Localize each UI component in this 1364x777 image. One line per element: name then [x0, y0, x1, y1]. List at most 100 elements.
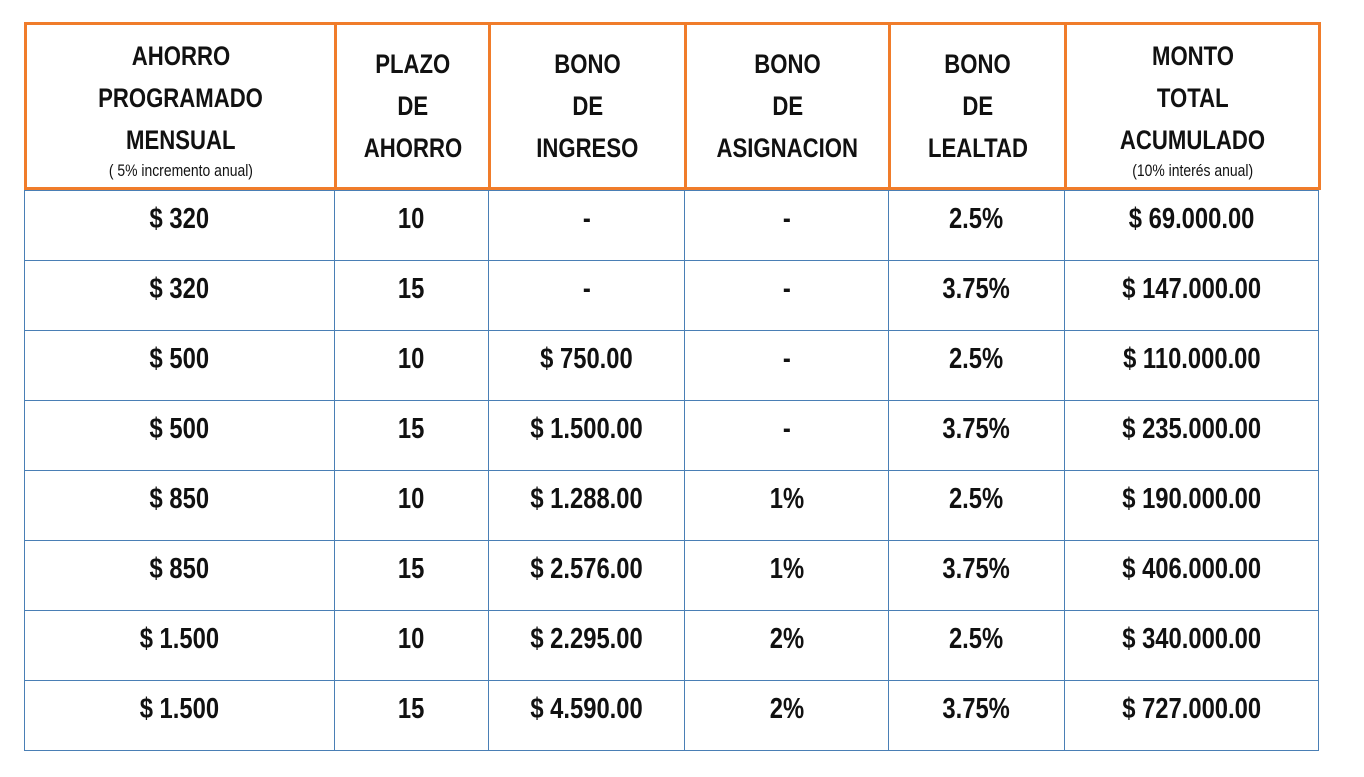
cell-text: 15: [398, 273, 425, 305]
cell-text: 1%: [769, 483, 804, 515]
table-cell: $ 320: [24, 190, 335, 261]
table-cell: $ 110.000.00: [1064, 330, 1319, 401]
table-cell: 15: [334, 540, 489, 611]
table-cell: 2.5%: [888, 190, 1065, 261]
table-cell: 10: [334, 330, 489, 401]
table-cell: $ 190.000.00: [1064, 470, 1319, 541]
header-cell: BONO DE INGRESO: [488, 22, 687, 190]
table-cell: $ 750.00: [488, 330, 685, 401]
cell-text: $ 69.000.00: [1128, 203, 1255, 235]
table-cell: -: [684, 190, 889, 261]
table-cell: 15: [334, 400, 489, 471]
table-cell: $ 69.000.00: [1064, 190, 1319, 261]
cell-text: -: [782, 203, 791, 235]
header-line: AHORRO: [131, 41, 230, 71]
cell-text: $ 850: [149, 553, 210, 585]
table-cell: -: [488, 190, 685, 261]
table-cell: 3.75%: [888, 260, 1065, 331]
header-line: PLAZO: [374, 49, 451, 79]
header-line: MENSUAL: [125, 125, 236, 155]
table-cell: -: [684, 260, 889, 331]
cell-text: $ 2.295.00: [530, 623, 643, 655]
header-line: LEALTAD: [927, 133, 1028, 163]
cell-text: 15: [398, 413, 425, 445]
header-line: PROGRAMADO: [98, 83, 263, 113]
header-line: DE: [572, 91, 603, 121]
cell-text: $ 190.000.00: [1122, 483, 1261, 515]
table-cell: 10: [334, 190, 489, 261]
table-cell: 2.5%: [888, 470, 1065, 541]
cell-text: $ 1.288.00: [530, 483, 643, 515]
cell-text: 2.5%: [949, 343, 1004, 375]
cell-text: $ 850: [149, 483, 210, 515]
header-line: DE: [772, 91, 803, 121]
table-cell: 10: [334, 610, 489, 681]
header-line: INGRESO: [536, 133, 639, 163]
header-line: AHORRO: [363, 133, 462, 163]
header-line: BONO: [554, 49, 621, 79]
cell-text: $ 500: [149, 413, 210, 445]
table-cell: 1%: [684, 540, 889, 611]
header-line: BONO: [754, 49, 821, 79]
table-cell: $ 2.295.00: [488, 610, 685, 681]
cell-text: $ 320: [149, 273, 210, 305]
table-cell: $ 500: [24, 400, 335, 471]
header-cell: MONTO TOTAL ACUMULADO (10% interés anual): [1064, 22, 1321, 190]
cell-text: 2.5%: [949, 623, 1004, 655]
cell-text: 2.5%: [949, 483, 1004, 515]
cell-text: 10: [398, 203, 425, 235]
header-line: DE: [962, 91, 993, 121]
table-cell: 1%: [684, 470, 889, 541]
table-cell: 15: [334, 680, 489, 751]
cell-text: -: [782, 273, 791, 305]
header-line: ACUMULADO: [1119, 125, 1266, 155]
table-cell: $ 1.288.00: [488, 470, 685, 541]
table-cell: 2.5%: [888, 610, 1065, 681]
cell-text: 3.75%: [942, 553, 1011, 585]
cell-text: 15: [398, 693, 425, 725]
table-cell: $ 147.000.00: [1064, 260, 1319, 331]
header-line: ASIGNACION: [716, 133, 859, 163]
table-cell: $ 850: [24, 540, 335, 611]
header-line: MONTO: [1151, 41, 1234, 71]
cell-text: -: [582, 203, 591, 235]
header-cell: AHORRO PROGRAMADO MENSUAL ( 5% incremento a…: [24, 22, 337, 190]
cell-text: $ 110.000.00: [1122, 343, 1261, 375]
cell-text: 2%: [769, 623, 804, 655]
cell-text: $ 2.576.00: [530, 553, 643, 585]
cell-text: 3.75%: [942, 693, 1011, 725]
table-cell: -: [684, 330, 889, 401]
table-cell: 3.75%: [888, 540, 1065, 611]
table-cell: $ 340.000.00: [1064, 610, 1319, 681]
table-cell: $ 4.590.00: [488, 680, 685, 751]
table-cell: $ 320: [24, 260, 335, 331]
cell-text: $ 500: [149, 343, 210, 375]
table-cell: $ 727.000.00: [1064, 680, 1319, 751]
cell-text: $ 750.00: [540, 343, 633, 375]
cell-text: $ 147.000.00: [1122, 273, 1261, 305]
table-cell: 15: [334, 260, 489, 331]
header-line: BONO: [944, 49, 1011, 79]
header-line: DE: [397, 91, 428, 121]
cell-text: $ 1.500: [139, 693, 220, 725]
cell-text: 2.5%: [949, 203, 1004, 235]
cell-text: $ 320: [149, 203, 210, 235]
cell-text: 3.75%: [942, 273, 1011, 305]
table-cell: -: [488, 260, 685, 331]
cell-text: 10: [398, 483, 425, 515]
cell-text: -: [582, 273, 591, 305]
table-cell: -: [684, 400, 889, 471]
table-cell: $ 235.000.00: [1064, 400, 1319, 471]
cell-text: $ 4.590.00: [530, 693, 643, 725]
cell-text: 3.75%: [942, 413, 1011, 445]
table-cell: $ 1.500: [24, 680, 335, 751]
table-cell: $ 406.000.00: [1064, 540, 1319, 611]
table-cell: 2.5%: [888, 330, 1065, 401]
table-cell: $ 850: [24, 470, 335, 541]
cell-text: $ 1.500.00: [530, 413, 643, 445]
cell-text: $ 727.000.00: [1122, 693, 1261, 725]
cell-text: 2%: [769, 693, 804, 725]
table-cell: $ 500: [24, 330, 335, 401]
header-note: (10% interés anual): [1132, 161, 1253, 180]
